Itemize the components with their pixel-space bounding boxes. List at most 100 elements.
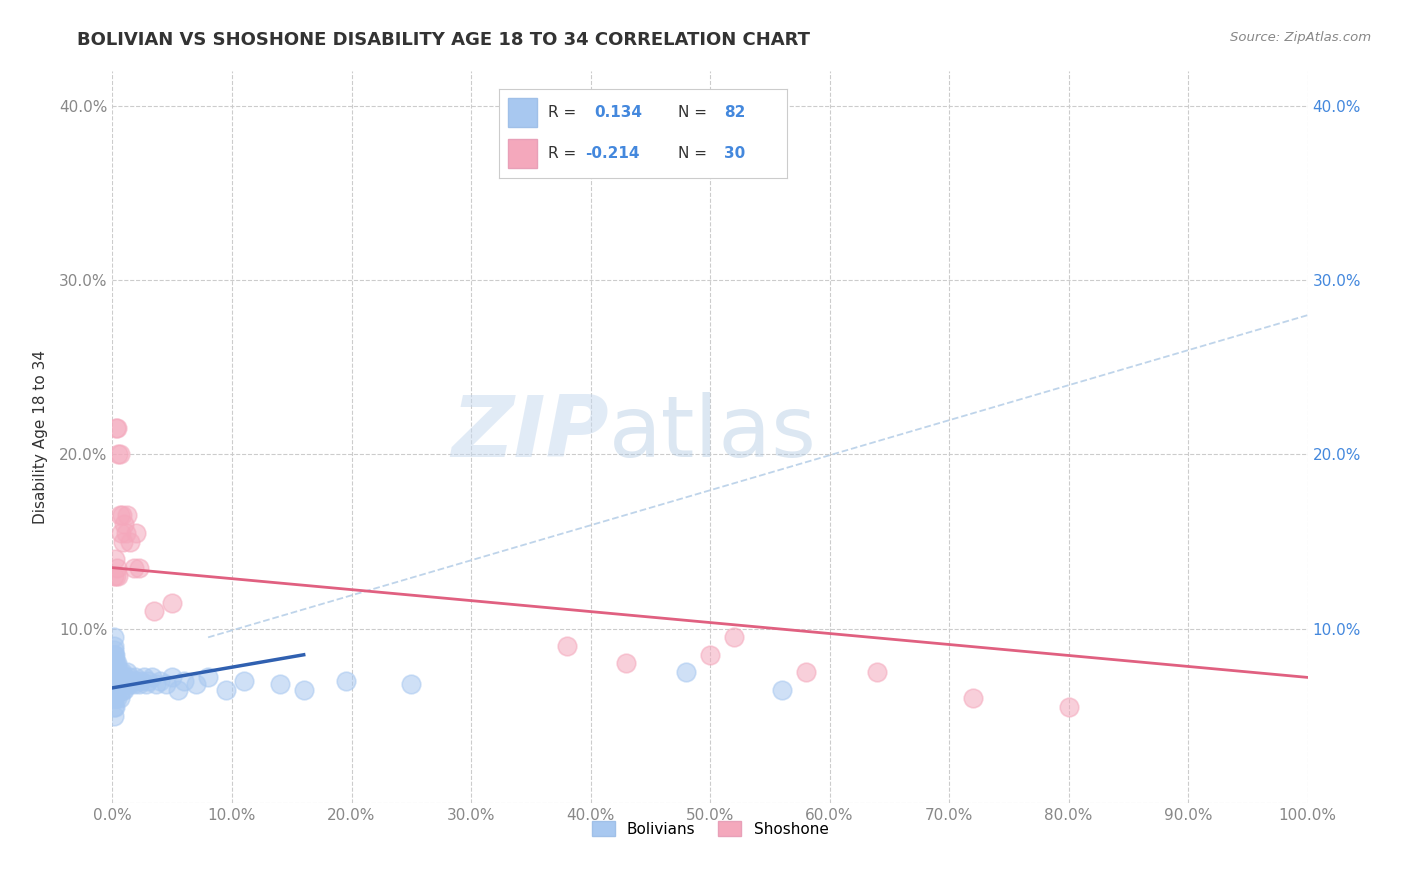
Point <box>108 677 131 691</box>
Point <box>125 525 148 540</box>
Point <box>112 534 135 549</box>
Point <box>121 673 143 688</box>
Point <box>103 665 125 680</box>
Point <box>103 639 125 653</box>
Point <box>105 673 128 688</box>
Point <box>104 657 127 671</box>
Point <box>173 673 195 688</box>
Point <box>107 665 129 680</box>
Legend: Bolivians, Shoshone: Bolivians, Shoshone <box>585 814 835 843</box>
Text: atlas: atlas <box>609 392 817 475</box>
Point <box>104 670 127 684</box>
Point <box>115 677 138 691</box>
Point <box>111 508 134 523</box>
Text: N =: N = <box>678 146 707 161</box>
Point <box>401 677 423 691</box>
Point <box>115 508 138 523</box>
Point <box>128 677 150 691</box>
Point <box>122 677 145 691</box>
Text: ZIP: ZIP <box>451 392 609 475</box>
Point <box>105 682 128 697</box>
Point <box>107 682 129 697</box>
Point <box>104 691 127 706</box>
Point <box>120 534 142 549</box>
Point <box>149 673 172 688</box>
Point <box>114 682 135 697</box>
Point <box>1057 700 1080 714</box>
Point <box>110 525 132 540</box>
Text: R =: R = <box>548 105 576 120</box>
Point <box>114 670 135 684</box>
Point <box>962 691 984 706</box>
Point <box>616 657 638 671</box>
Point <box>120 677 142 691</box>
Point <box>105 421 128 435</box>
Point <box>103 691 125 706</box>
Point <box>107 569 129 583</box>
Point <box>105 673 128 688</box>
Point <box>103 673 125 688</box>
Point <box>105 421 128 435</box>
Point <box>114 525 136 540</box>
Text: -0.214: -0.214 <box>585 146 640 161</box>
Point <box>103 653 125 667</box>
Point <box>112 682 135 697</box>
Point <box>675 665 697 680</box>
Y-axis label: Disability Age 18 to 34: Disability Age 18 to 34 <box>32 350 48 524</box>
Point <box>105 657 128 671</box>
Point <box>135 677 157 691</box>
Point <box>110 670 132 684</box>
Point <box>138 673 160 688</box>
FancyBboxPatch shape <box>508 139 537 168</box>
Point <box>794 665 817 680</box>
Point <box>105 691 128 706</box>
Point <box>167 682 190 697</box>
Point <box>292 682 315 697</box>
Point <box>103 665 125 680</box>
Point <box>117 673 139 688</box>
Point <box>108 508 131 523</box>
Text: N =: N = <box>678 105 707 120</box>
Point <box>118 670 141 684</box>
Point <box>114 673 136 688</box>
Point <box>103 569 125 583</box>
Point <box>103 673 125 688</box>
Point <box>105 657 128 671</box>
Point <box>104 682 127 697</box>
Point <box>143 604 166 618</box>
Point <box>770 682 793 697</box>
Point <box>128 560 150 574</box>
Point <box>103 700 125 714</box>
Text: Source: ZipAtlas.com: Source: ZipAtlas.com <box>1230 31 1371 45</box>
Point <box>269 677 291 691</box>
Point <box>111 677 134 691</box>
Point <box>108 448 131 462</box>
Point <box>129 673 152 688</box>
Point <box>103 657 125 671</box>
Point <box>124 670 146 684</box>
Point <box>103 642 125 657</box>
Point <box>233 673 256 688</box>
Point <box>132 670 155 684</box>
Point <box>108 691 131 706</box>
FancyBboxPatch shape <box>508 98 537 127</box>
Point <box>197 670 219 684</box>
Point <box>104 700 127 714</box>
Point <box>112 673 135 688</box>
Point <box>699 648 721 662</box>
Point <box>186 677 208 691</box>
Point <box>115 665 138 680</box>
Point <box>103 677 125 691</box>
Point <box>555 639 578 653</box>
Point <box>103 670 125 684</box>
Text: BOLIVIAN VS SHOSHONE DISABILITY AGE 18 TO 34 CORRELATION CHART: BOLIVIAN VS SHOSHONE DISABILITY AGE 18 T… <box>77 31 810 49</box>
Point <box>114 517 135 532</box>
Point <box>103 660 125 674</box>
Point <box>108 665 131 680</box>
Point <box>107 673 129 688</box>
Text: 82: 82 <box>724 105 745 120</box>
Point <box>122 560 145 574</box>
Point <box>105 569 128 583</box>
Point <box>107 448 129 462</box>
Point <box>162 595 183 609</box>
